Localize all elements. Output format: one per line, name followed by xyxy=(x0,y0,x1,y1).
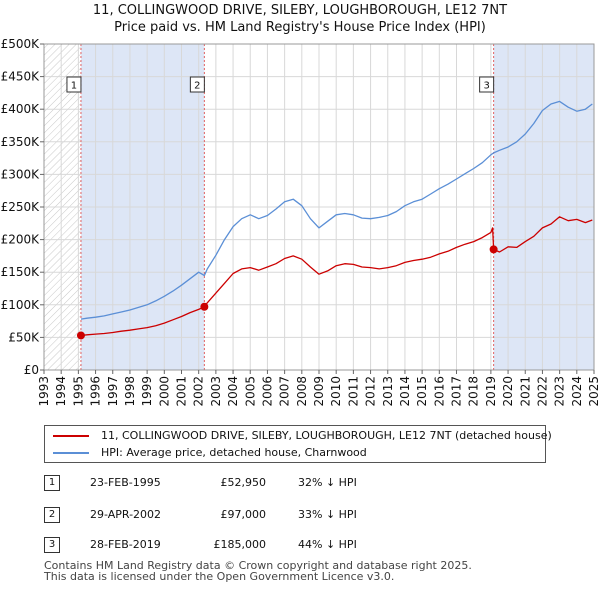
sale-marker-box xyxy=(66,76,82,93)
sale-hpi-diff: 32% ↓ HPI xyxy=(298,476,357,489)
x-tick-label: 2005 xyxy=(243,376,257,407)
x-tick-label: 1999 xyxy=(140,376,154,407)
legend-property-label: 11, COLLINGWOOD DRIVE, SILEBY, LOUGHBORO… xyxy=(101,429,552,442)
x-tick-label: 2003 xyxy=(209,376,223,407)
sale-number-badge: 3 xyxy=(44,537,60,553)
footer-line-2: This data is licensed under the Open Gov… xyxy=(44,570,395,583)
gridlines xyxy=(43,43,595,371)
x-tick-label: 2008 xyxy=(295,376,309,407)
sale-price: £97,000 xyxy=(220,508,267,521)
sale-marker-label: 3 xyxy=(483,81,489,92)
x-tick-label: 2001 xyxy=(175,376,189,407)
legend-property-swatch xyxy=(53,435,89,437)
x-tick-label: 1993 xyxy=(37,376,51,407)
x-tick-label: 1994 xyxy=(54,376,68,407)
x-tick-label: 2002 xyxy=(192,376,206,407)
sale-point xyxy=(489,245,498,254)
x-tick-label: 2004 xyxy=(226,376,240,407)
legend: 11, COLLINGWOOD DRIVE, SILEBY, LOUGHBORO… xyxy=(44,425,552,463)
x-tick-label: 2022 xyxy=(535,376,549,407)
x-tick-label: 1996 xyxy=(89,376,103,407)
x-tick-label: 2012 xyxy=(364,376,378,407)
x-tick-label: 2019 xyxy=(484,376,498,407)
footer: Contains HM Land Registry data © Crown c… xyxy=(44,560,472,582)
x-tick-label: 2009 xyxy=(312,376,326,407)
footer-line-1: Contains HM Land Registry data © Crown c… xyxy=(44,559,472,572)
sale-marker-label: 2 xyxy=(194,81,200,92)
x-tick-label: 2013 xyxy=(381,376,395,407)
y-tick-label: £150K xyxy=(1,265,41,279)
y-tick-label: £50K xyxy=(8,330,40,344)
sale-points xyxy=(76,245,498,340)
y-tick-label: £400K xyxy=(1,102,41,116)
x-tick-label: 2023 xyxy=(553,376,567,407)
legend-hpi-label: HPI: Average price, detached house, Char… xyxy=(101,446,367,459)
table-row: 1 23-FEB-1995 £52,950 32% ↓ HPI xyxy=(0,475,600,493)
title-line-2: Price paid vs. HM Land Registry's House … xyxy=(114,20,486,35)
x-tick-label: 2021 xyxy=(518,376,532,407)
y-tick-label: £250K xyxy=(1,200,41,214)
sale-point xyxy=(76,331,85,340)
x-tick-label: 2020 xyxy=(501,376,515,407)
title-line-1: 11, COLLINGWOOD DRIVE, SILEBY, LOUGHBORO… xyxy=(92,3,508,18)
sale-date: 29-APR-2002 xyxy=(90,508,162,521)
y-tick-label: £350K xyxy=(1,135,41,149)
x-tick-label: 2025 xyxy=(587,376,600,407)
x-tick-label: 1995 xyxy=(71,376,85,407)
price-chart: 1 2 3 £0 £50K £100K £150K £200K £250K £300K £350K… xyxy=(1,37,600,407)
x-tick-label: 2018 xyxy=(467,376,481,407)
sale-number-badge: 1 xyxy=(44,475,60,491)
chart-title: 11, COLLINGWOOD DRIVE, SILEBY, LOUGHBORO… xyxy=(0,2,600,36)
series-line-property xyxy=(80,216,593,337)
sale-marker-lines: 1 2 3 xyxy=(66,44,495,370)
series-line-hpi xyxy=(80,100,593,320)
axes: £0 £50K £100K £150K £200K £250K £300K £350K £400… xyxy=(1,37,600,407)
sale-price: £185,000 xyxy=(213,538,267,551)
y-tick-label: £200K xyxy=(1,233,41,247)
x-tick-label: 2000 xyxy=(157,376,171,407)
x-tick-label: 2011 xyxy=(346,376,360,407)
sale-marker-box xyxy=(189,76,205,93)
x-tick-label: 2016 xyxy=(432,376,446,407)
x-tick-label: 2017 xyxy=(450,376,464,407)
sale-number-badge: 2 xyxy=(44,507,60,523)
x-tick-label: 1997 xyxy=(106,376,120,407)
legend-hpi-swatch xyxy=(53,452,89,454)
y-tick-label: £0 xyxy=(24,363,39,377)
x-tick-label: 2007 xyxy=(278,376,292,407)
x-tick-label: 2015 xyxy=(415,376,429,407)
sale-marker-label: 1 xyxy=(71,81,77,92)
sale-hpi-diff: 33% ↓ HPI xyxy=(298,508,357,521)
y-tick-label: £500K xyxy=(1,37,41,51)
x-tick-label: 2024 xyxy=(570,376,584,407)
y-tick-label: £450K xyxy=(1,70,41,84)
sale-hpi-diff: 44% ↓ HPI xyxy=(298,538,357,551)
sale-date: 23-FEB-1995 xyxy=(90,476,161,489)
table-row: 3 28-FEB-2019 £185,000 44% ↓ HPI xyxy=(0,537,600,555)
series-lines xyxy=(80,100,593,337)
x-tick-label: 2010 xyxy=(329,376,343,407)
x-tick-label: 2014 xyxy=(398,376,412,407)
y-tick-label: £300K xyxy=(1,167,41,181)
x-tick-label: 2006 xyxy=(260,376,274,407)
sale-price: £52,950 xyxy=(220,476,267,489)
y-tick-label: £100K xyxy=(1,298,41,312)
x-tick-label: 1998 xyxy=(123,376,137,407)
sale-date: 28-FEB-2019 xyxy=(90,538,161,551)
sale-point xyxy=(200,302,209,311)
table-row: 2 29-APR-2002 £97,000 33% ↓ HPI xyxy=(0,507,600,525)
sale-marker-box xyxy=(479,76,495,93)
